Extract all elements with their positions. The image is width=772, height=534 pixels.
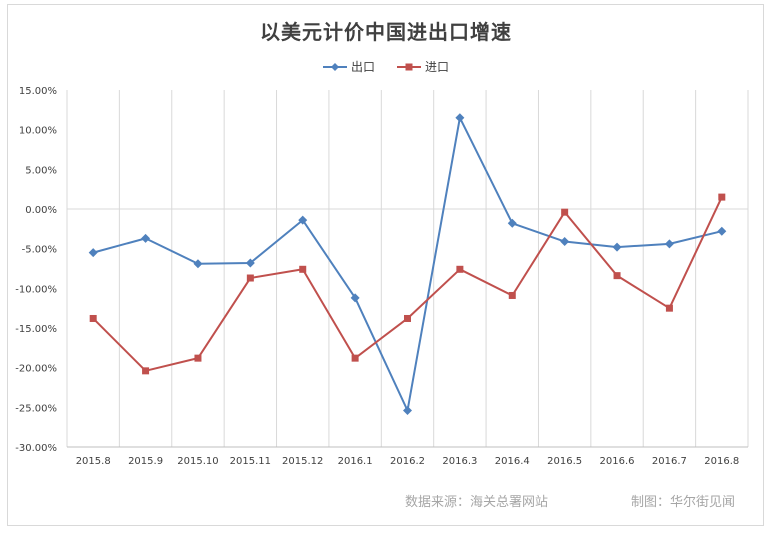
y-tick-label: 0.00% [25, 205, 57, 216]
data-point-imports [89, 314, 97, 322]
data-point-imports [718, 193, 726, 201]
data-point-imports [142, 367, 150, 375]
data-point-imports [508, 291, 516, 299]
y-tick-label: -25.00% [15, 403, 57, 414]
x-tick-label: 2015.10 [177, 456, 218, 467]
series-line-imports [92, 196, 723, 372]
data-point-imports [613, 272, 621, 280]
data-point-exports [193, 259, 203, 269]
x-tick-label: 2016.7 [652, 456, 687, 467]
data-point-exports [507, 218, 517, 228]
x-tick-label: 2016.6 [600, 456, 635, 467]
y-tick-label: -15.00% [15, 324, 57, 335]
data-point-exports [560, 237, 570, 247]
data-point-exports [612, 242, 622, 252]
y-tick-label: -20.00% [15, 364, 57, 375]
data-point-exports [245, 258, 255, 268]
y-tick-label: 15.00% [19, 86, 57, 97]
x-tick-label: 2016.4 [495, 456, 530, 467]
x-tick-label: 2015.11 [230, 456, 271, 467]
data-point-imports [404, 314, 411, 322]
legend-label-imports: 进口 [425, 60, 450, 74]
data-point-exports [717, 226, 727, 236]
x-tick-label: 2016.8 [704, 456, 739, 467]
data-point-exports [141, 233, 151, 243]
credit-note: 制图：华尔街见闻 [631, 495, 736, 510]
x-tick-label: 2016.3 [442, 456, 477, 467]
data-point-imports [246, 274, 254, 282]
x-tick-label: 2015.8 [76, 456, 111, 467]
legend: 出口 进口 [0, 58, 772, 75]
y-tick-label: -30.00% [15, 443, 57, 454]
data-point-imports [194, 354, 202, 362]
data-point-exports [403, 406, 412, 416]
x-tick-label: 2015.9 [128, 456, 163, 467]
legend-item-imports: 进口 [397, 58, 449, 75]
data-point-exports [350, 293, 360, 303]
legend-label-exports: 出口 [350, 60, 375, 74]
source-note: 数据来源：海关总署网站 [405, 495, 549, 510]
x-tick-label: 2016.5 [547, 456, 582, 467]
data-point-imports [561, 208, 569, 216]
x-tick-label: 2016.1 [338, 456, 373, 467]
y-tick-label: -5.00% [22, 245, 57, 256]
chart-frame [7, 4, 764, 526]
data-point-imports [299, 265, 307, 273]
x-tick-label: 2015.12 [282, 456, 323, 467]
legend-swatch-exports [322, 62, 347, 71]
data-point-exports [298, 215, 308, 225]
y-tick-label: 10.00% [19, 126, 57, 137]
series-line-exports [92, 116, 723, 412]
data-point-imports [351, 354, 359, 362]
data-point-imports [456, 265, 464, 273]
legend-item-exports: 出口 [322, 58, 375, 75]
y-tick-label: -10.00% [15, 284, 57, 295]
data-point-exports [455, 113, 465, 123]
legend-swatch-imports [397, 63, 421, 70]
x-tick-label: 2016.2 [390, 456, 425, 467]
y-tick-label: 5.00% [25, 165, 57, 176]
data-point-exports [88, 248, 98, 258]
data-point-exports [664, 239, 674, 249]
data-point-imports [665, 304, 673, 312]
chart-title: 以美元计价中国进出口增速 [260, 20, 512, 44]
